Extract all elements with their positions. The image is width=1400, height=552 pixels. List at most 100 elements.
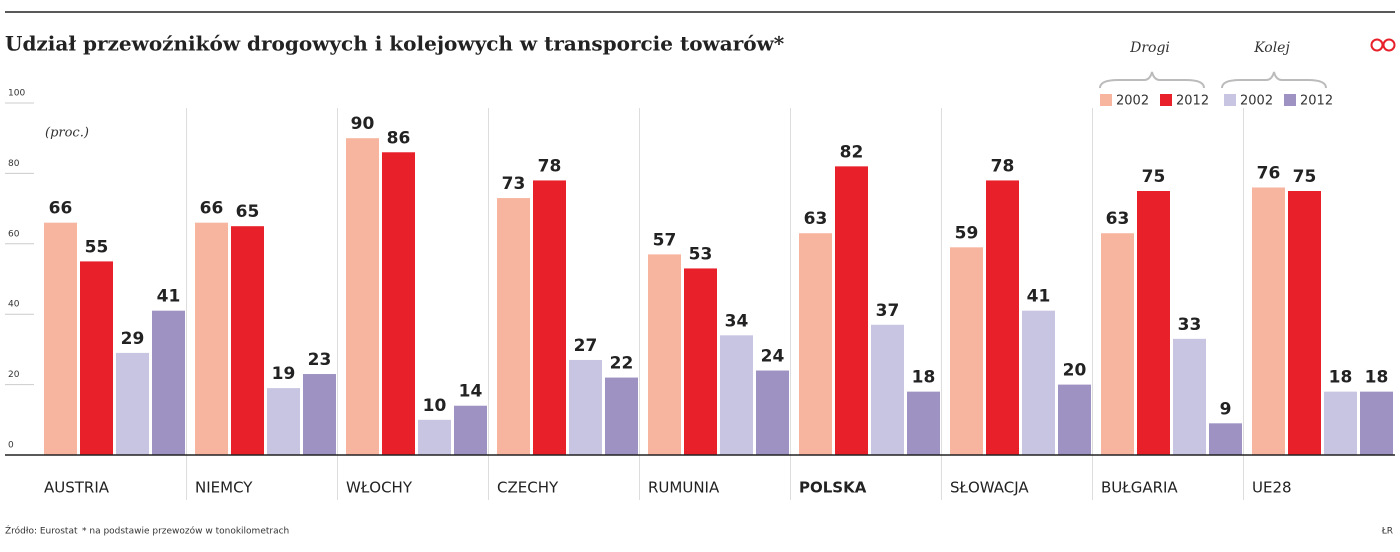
footnote: * na podstawie przewozów w tonokilometra… bbox=[82, 526, 289, 537]
bar bbox=[799, 233, 832, 455]
value-label: 86 bbox=[387, 128, 411, 148]
value-label: 73 bbox=[502, 174, 526, 194]
bar bbox=[648, 254, 681, 455]
value-label: 66 bbox=[49, 199, 73, 219]
bar bbox=[684, 268, 717, 455]
y-tick-label: 100 bbox=[8, 89, 25, 99]
value-label: 75 bbox=[1293, 167, 1317, 187]
value-label: 76 bbox=[1257, 163, 1281, 183]
value-label: 57 bbox=[653, 230, 677, 250]
bar bbox=[195, 222, 228, 455]
bar bbox=[152, 310, 185, 455]
legend-swatch bbox=[1100, 94, 1112, 106]
legend-label: 2002 bbox=[1116, 94, 1149, 109]
value-label: 10 bbox=[423, 396, 447, 416]
x-tick-label: NIEMCY bbox=[195, 479, 253, 497]
value-label: 59 bbox=[955, 223, 979, 243]
bar bbox=[871, 324, 904, 455]
bar bbox=[454, 405, 487, 455]
credit: ŁR bbox=[1381, 527, 1393, 537]
y-tick-label: 0 bbox=[8, 441, 14, 451]
y-tick-label: 20 bbox=[8, 370, 20, 380]
value-label: 65 bbox=[236, 202, 260, 222]
value-label: 20 bbox=[1063, 361, 1087, 381]
bar bbox=[756, 370, 789, 455]
bar bbox=[835, 166, 868, 456]
x-tick-label: POLSKA bbox=[799, 479, 867, 497]
bar bbox=[605, 377, 638, 455]
bar bbox=[116, 352, 149, 455]
bar bbox=[720, 335, 753, 455]
bar bbox=[950, 247, 983, 455]
legend-swatch bbox=[1224, 94, 1236, 106]
value-label: 18 bbox=[1329, 368, 1353, 388]
bar bbox=[1173, 338, 1206, 455]
bar bbox=[231, 226, 264, 455]
bar bbox=[418, 419, 451, 455]
value-label: 78 bbox=[991, 156, 1015, 176]
value-label: 27 bbox=[574, 336, 598, 356]
value-label: 53 bbox=[689, 244, 713, 264]
value-label: 9 bbox=[1220, 399, 1232, 419]
x-tick-label: AUSTRIA bbox=[44, 479, 110, 497]
bar bbox=[1252, 187, 1285, 456]
value-label: 63 bbox=[804, 209, 828, 229]
legend-group: Drogi bbox=[1129, 40, 1170, 56]
bar bbox=[1288, 191, 1321, 455]
value-label: 41 bbox=[1027, 287, 1051, 307]
bar bbox=[1324, 391, 1357, 455]
legend-label: 2012 bbox=[1176, 94, 1209, 109]
y-tick-label: 60 bbox=[8, 229, 20, 239]
bar bbox=[1101, 233, 1134, 455]
value-label: 90 bbox=[351, 114, 375, 134]
x-tick-label: SŁOWACJA bbox=[950, 479, 1029, 497]
value-label: 19 bbox=[272, 364, 296, 384]
unit-label: (proc.) bbox=[45, 126, 89, 141]
value-label: 22 bbox=[610, 354, 634, 374]
bar bbox=[44, 222, 77, 455]
x-tick-label: WŁOCHY bbox=[346, 479, 413, 497]
value-label: 29 bbox=[121, 329, 145, 349]
bar bbox=[497, 198, 530, 456]
value-label: 24 bbox=[761, 347, 785, 367]
legend-label: 2002 bbox=[1240, 94, 1273, 109]
value-label: 75 bbox=[1142, 167, 1166, 187]
logo bbox=[1370, 38, 1396, 52]
bar bbox=[1360, 391, 1393, 455]
bar bbox=[1058, 384, 1091, 455]
x-tick-label: BUŁGARIA bbox=[1101, 479, 1178, 497]
legend-brace bbox=[1221, 71, 1327, 89]
value-label: 78 bbox=[538, 156, 562, 176]
value-label: 33 bbox=[1178, 315, 1202, 335]
bar bbox=[1022, 310, 1055, 455]
x-tick-label: UE28 bbox=[1252, 479, 1292, 497]
value-label: 37 bbox=[876, 301, 900, 321]
legend-swatch bbox=[1160, 94, 1172, 106]
bar bbox=[986, 180, 1019, 455]
value-label: 14 bbox=[459, 382, 483, 402]
bar bbox=[267, 388, 300, 455]
bar bbox=[382, 152, 415, 455]
x-tick-label: RUMUNIA bbox=[648, 479, 720, 497]
chart-title: Udział przewoźników drogowych i kolejowy… bbox=[5, 32, 785, 56]
value-label: 41 bbox=[157, 287, 181, 307]
x-tick-label: CZECHY bbox=[497, 479, 559, 497]
legend-swatch bbox=[1284, 94, 1296, 106]
bar bbox=[533, 180, 566, 455]
value-label: 63 bbox=[1106, 209, 1130, 229]
value-label: 18 bbox=[912, 368, 936, 388]
value-label: 18 bbox=[1365, 368, 1389, 388]
bar bbox=[80, 261, 113, 455]
legend-brace bbox=[1099, 71, 1205, 89]
value-label: 23 bbox=[308, 350, 332, 370]
y-tick-label: 80 bbox=[8, 159, 20, 169]
bar bbox=[303, 374, 336, 455]
value-label: 66 bbox=[200, 199, 224, 219]
source: Źródło: Eurostat bbox=[5, 525, 78, 537]
bar bbox=[907, 391, 940, 455]
value-label: 34 bbox=[725, 311, 749, 331]
y-tick-label: 40 bbox=[8, 300, 20, 310]
value-label: 55 bbox=[85, 237, 109, 257]
